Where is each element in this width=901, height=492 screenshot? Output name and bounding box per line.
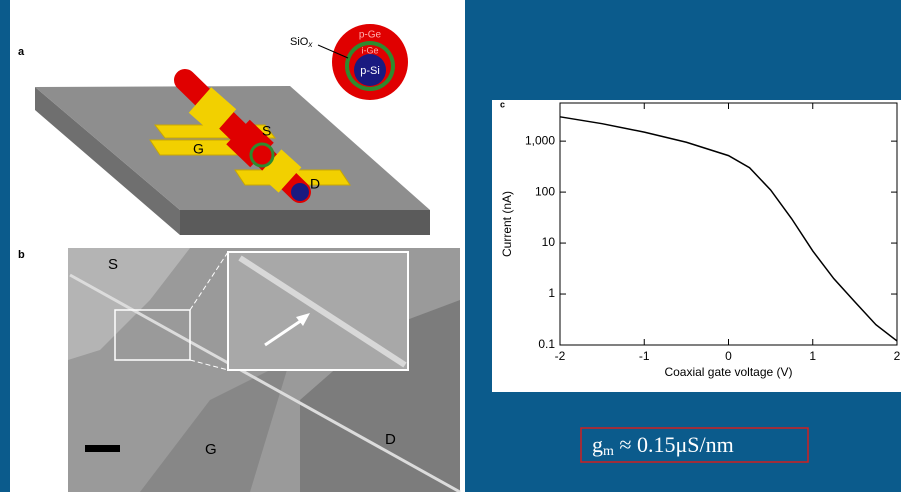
y-tick-label: 0.1 — [538, 337, 555, 351]
y-tick-label: 10 — [542, 235, 556, 249]
panel-letter: c — [500, 99, 505, 109]
oxide-ring — [249, 142, 275, 168]
sem-region — [140, 360, 290, 492]
y-tick-label: 1 — [548, 286, 555, 300]
drain-label: D — [310, 176, 320, 192]
scale-bar — [85, 445, 120, 452]
chart: c 0.1 1 10 100 1,000 -2 -1 0 1 2 Coaxial gate volta… — [500, 99, 901, 379]
y-tick-label: 100 — [535, 184, 555, 198]
formula-symbol: g — [592, 432, 603, 457]
x-axis-label: Coaxial gate voltage (V) — [664, 365, 792, 379]
x-tick-label: 0 — [725, 349, 732, 363]
contact-band — [258, 149, 302, 193]
gate-shell — [226, 119, 274, 168]
x-tick-label: -2 — [555, 349, 566, 363]
formula: gm ≈ 0.15μS/nm — [592, 432, 734, 459]
x-tick-label: 2 — [894, 349, 901, 363]
slab-front — [180, 210, 430, 235]
panel-letter: a — [18, 46, 25, 58]
pointer — [317, 44, 349, 59]
shell-inner-label: i-Ge — [361, 45, 378, 55]
sem-region — [68, 248, 190, 360]
formula-subscript: m — [603, 444, 614, 459]
data-line — [559, 116, 898, 342]
inset-nanowire — [238, 255, 407, 368]
x-tick-label: -1 — [639, 349, 650, 363]
core-label: p-Si — [360, 65, 380, 77]
y-tick-label: 1,000 — [525, 133, 555, 147]
y-axis-label: Current (nA) — [500, 191, 514, 257]
drain-label: D — [385, 431, 396, 448]
sem-nanowire — [69, 273, 461, 492]
shell-outer-label: p-Ge — [359, 30, 382, 41]
slab-side — [35, 87, 180, 235]
arrow — [264, 316, 306, 347]
source-label: S — [262, 123, 271, 139]
sem-region — [300, 300, 460, 492]
oxide-base: SiO — [290, 36, 309, 48]
oxide-label: SiOx — [290, 36, 313, 49]
zoom-line — [189, 359, 229, 371]
core-end — [291, 183, 309, 201]
core — [354, 54, 386, 86]
formula-box — [580, 427, 809, 463]
formula-rest: ≈ 0.15μS/nm — [614, 432, 734, 457]
oxide-subscript: x — [307, 40, 313, 49]
gate-label: G — [193, 141, 204, 157]
zoom-line — [189, 251, 229, 311]
gate-label: G — [205, 441, 217, 458]
panel-letter: b — [18, 249, 25, 261]
source-label: S — [108, 256, 118, 273]
zoom-box — [114, 309, 191, 361]
x-tick-label: 1 — [809, 349, 816, 363]
contact-band — [188, 87, 237, 135]
arrow-head — [296, 313, 310, 326]
